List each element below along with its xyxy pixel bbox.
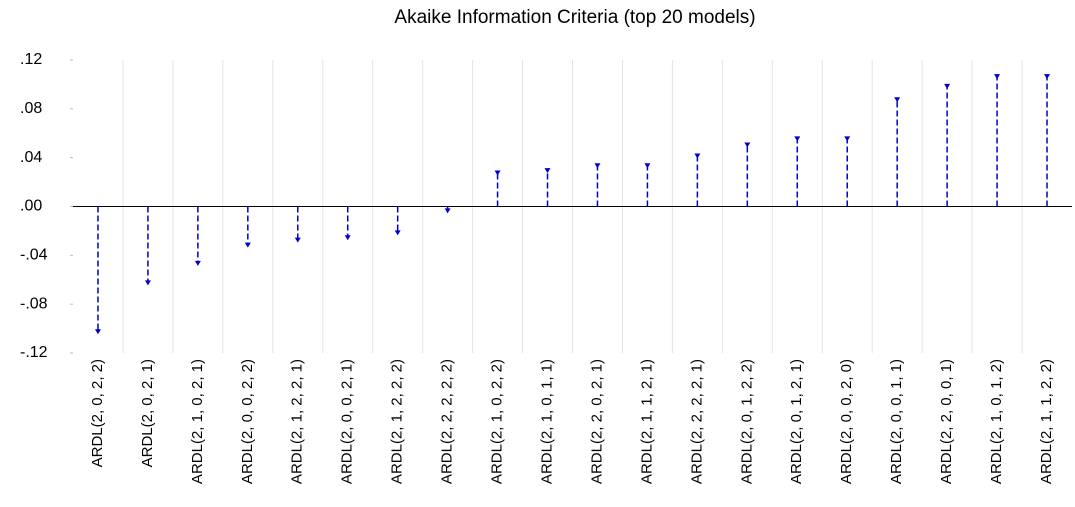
stem-marker [444,208,451,214]
x-tick-label: ARDL(2, 0, 1, 2, 1) [788,359,805,484]
stem-marker [294,237,301,243]
stem-marker [144,280,151,286]
y-tick-label: .08 [20,100,42,117]
x-tick-label: ARDL(2, 0, 0, 2, 2) [239,359,256,484]
stem-marker [344,235,351,241]
x-tick-label: ARDL(2, 1, 2, 2, 1) [289,359,306,484]
y-tick-label: -.12 [20,344,48,361]
stem-marker [694,153,701,159]
y-tick-label: -.08 [20,295,48,312]
x-tick-label: ARDL(2, 1, 0, 2, 1) [189,359,206,484]
x-tick-label: ARDL(2, 1, 0, 1, 1) [538,359,555,484]
x-tick-label: ARDL(2, 0, 0, 2, 0) [838,359,855,484]
stem-marker [394,230,401,236]
stem-marker [994,74,1001,80]
y-tick-label: .00 [20,198,42,215]
y-tick-label: -.04 [20,247,48,264]
x-tick-label: ARDL(2, 1, 1, 2, 1) [638,359,655,484]
stem-marker [1044,74,1051,80]
x-tick-label: ARDL(2, 0, 2, 1) [139,359,156,467]
x-tick-label: ARDL(2, 2, 2, 2, 1) [688,359,705,484]
x-tick-label: ARDL(2, 2, 2, 2, 2) [439,359,456,484]
stem-marker [744,142,751,148]
stem-marker [944,83,951,89]
stem-marker [594,163,601,169]
stem-marker [244,242,251,248]
x-tick-label: ARDL(2, 0, 2, 2) [89,359,106,467]
x-tick-label: ARDL(2, 1, 0, 2, 2) [489,359,506,484]
stem-marker [644,163,651,169]
y-tick-label: .12 [20,51,42,68]
x-tick-label: ARDL(2, 0, 0, 2, 1) [339,359,356,484]
stem-marker [544,168,551,174]
chart-title: Akaike Information Criteria (top 20 mode… [394,7,755,28]
stem-marker [794,136,801,142]
x-tick-label: ARDL(2, 0, 1, 2, 2) [738,359,755,484]
x-tick-label: ARDL(2, 1, 0, 1, 2) [988,359,1005,484]
x-tick-label: ARDL(2, 2, 0, 2, 1) [588,359,605,484]
stem-marker [494,170,501,176]
x-tick-label: ARDL(2, 1, 1, 2, 2) [1038,359,1055,484]
stem-marker [894,97,901,103]
stem-marker [94,329,101,335]
x-tick-label: ARDL(2, 2, 0, 0, 1) [938,359,955,484]
y-tick-label: .04 [20,149,42,166]
x-tick-label: ARDL(2, 1, 2, 2, 2) [389,359,406,484]
x-tick-label: ARDL(2, 0, 0, 1, 1) [888,359,905,484]
stem-marker [844,136,851,142]
stem-marker [194,260,201,266]
